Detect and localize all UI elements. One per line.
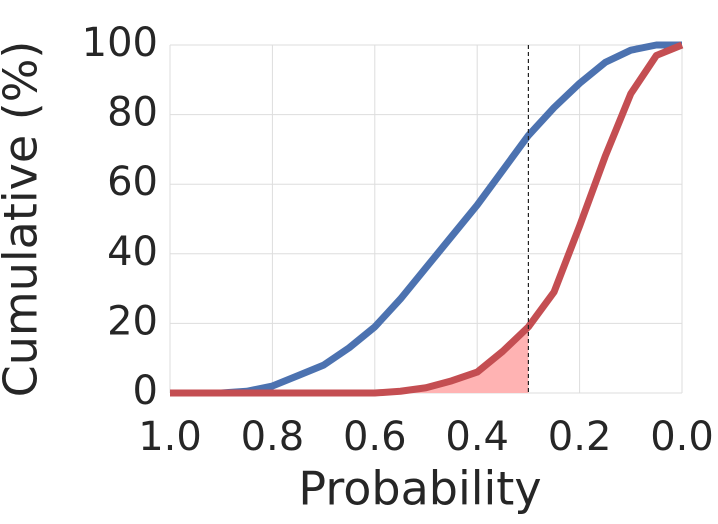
x-tick-label: 0.0 xyxy=(650,414,714,460)
x-tick-label: 1.0 xyxy=(138,414,202,460)
y-tick-label: 80 xyxy=(107,90,158,136)
y-tick-label: 60 xyxy=(107,159,158,205)
x-tick-label: 0.8 xyxy=(241,414,305,460)
x-tick-label: 0.6 xyxy=(343,414,407,460)
y-tick-label: 100 xyxy=(82,20,158,66)
line xyxy=(170,41,682,397)
line xyxy=(170,41,684,397)
y-axis-label: Cumulative (%) xyxy=(0,41,48,398)
x-tick-label: 0.2 xyxy=(548,414,612,460)
shaded-area xyxy=(170,326,529,393)
x-axis-label: Probability xyxy=(298,462,541,516)
x-tick-label: 0.4 xyxy=(445,414,509,460)
y-tick-label: 20 xyxy=(107,298,158,344)
y-tick-label: 0 xyxy=(133,368,158,414)
y-tick-label: 40 xyxy=(107,229,158,275)
